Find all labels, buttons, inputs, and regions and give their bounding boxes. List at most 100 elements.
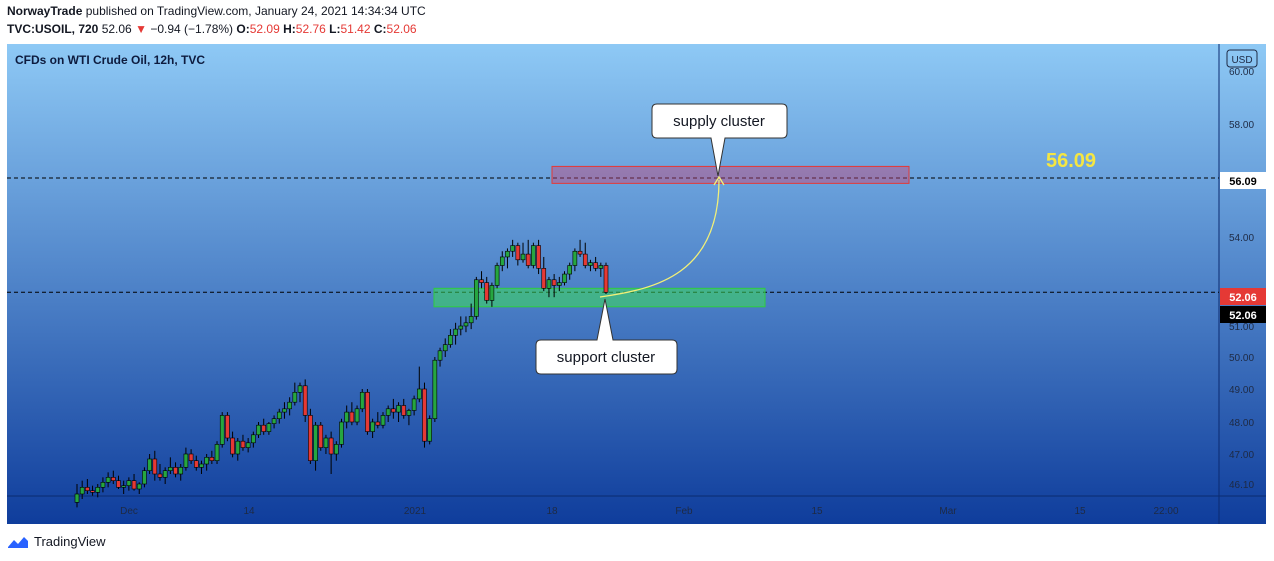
- candle-body: [479, 279, 484, 283]
- projection-curve: [599, 179, 720, 298]
- candle-body: [126, 480, 132, 486]
- candle-body: [142, 470, 147, 485]
- candle-body: [292, 391, 298, 403]
- low-label: L:: [329, 22, 341, 36]
- close-label: C:: [373, 22, 387, 36]
- candle-body: [199, 463, 204, 468]
- candle-body: [416, 388, 422, 400]
- candle-body: [359, 391, 365, 410]
- candle-body: [525, 253, 531, 266]
- projection-arrow-icon: [713, 175, 725, 186]
- candle-body: [349, 411, 355, 423]
- price-tag-last: 52.06: [1220, 288, 1266, 305]
- y-tick-label: 54.00: [1229, 233, 1254, 244]
- candle-body: [162, 470, 168, 478]
- candle-body: [546, 279, 552, 289]
- candle-body: [562, 273, 567, 283]
- candle-body: [152, 458, 158, 475]
- candle-body: [168, 467, 173, 471]
- candle-body: [173, 467, 178, 475]
- candle-body: [235, 440, 241, 455]
- chart-title: CFDs on WTI Crude Oil, 12h, TVC: [15, 53, 205, 67]
- candle-body: [188, 453, 194, 461]
- price-tag-56-09: 56.09: [1220, 172, 1266, 189]
- candle-body: [531, 245, 536, 266]
- x-tick-label: 15: [1074, 506, 1086, 517]
- y-tick-label: 48.00: [1229, 418, 1254, 429]
- candle-body: [323, 437, 329, 448]
- candle-body: [489, 285, 495, 301]
- symbol-name[interactable]: TVC:USOIL, 720: [7, 22, 99, 36]
- open-label: O:: [236, 22, 250, 36]
- candle-body: [385, 408, 391, 416]
- candle-body: [121, 485, 126, 488]
- candle-body: [453, 328, 458, 336]
- candle-body: [448, 334, 453, 345]
- candle-body: [468, 316, 474, 324]
- high-label: H:: [283, 22, 296, 36]
- candle-body: [225, 415, 230, 439]
- high-value: 52.76: [295, 22, 326, 36]
- brand-name[interactable]: TradingView: [34, 534, 106, 549]
- candle-body: [245, 442, 251, 448]
- candle-body: [515, 245, 521, 261]
- candle-body: [85, 487, 90, 491]
- supply-callout-text: supply cluster: [673, 113, 765, 130]
- candle-body: [287, 401, 292, 410]
- publish-line: NorwayTrade published on TradingView.com…: [7, 4, 426, 18]
- candle-body: [271, 418, 277, 424]
- candle-body: [302, 385, 308, 416]
- candle-body: [391, 408, 396, 413]
- candle-body: [95, 487, 101, 493]
- candle-body: [136, 483, 142, 490]
- candle-body: [593, 262, 598, 269]
- candle-body: [474, 279, 479, 317]
- x-tick-label: 15: [811, 506, 823, 517]
- published-text: published on TradingView.com, January 24…: [85, 4, 426, 18]
- candle-body: [219, 415, 225, 445]
- low-value: 51.42: [340, 22, 371, 36]
- candle-body: [100, 482, 106, 488]
- y-tick-label: 46.10: [1229, 480, 1254, 491]
- candle-body: [572, 250, 578, 266]
- footer: TradingView: [7, 534, 106, 549]
- price-chart[interactable]: CFDs on WTI Crude Oil, 12h, TVC USD 60.0…: [7, 44, 1266, 524]
- usd-badge[interactable]: USD: [1226, 49, 1258, 68]
- price-change: −0.94 (−1.78%): [150, 22, 234, 36]
- candle-body: [427, 418, 432, 442]
- x-tick-label: Mar: [939, 506, 957, 517]
- candle-body: [313, 424, 318, 461]
- author-name[interactable]: NorwayTrade: [7, 4, 83, 18]
- candle-body: [230, 437, 235, 455]
- candle-body: [116, 480, 121, 488]
- y-tick-label: 60.00: [1229, 67, 1254, 78]
- y-tick-label: 51.00: [1229, 322, 1254, 333]
- supply-callout[interactable]: supply cluster: [651, 103, 788, 177]
- candle-body: [484, 282, 490, 301]
- candle-body: [536, 245, 541, 269]
- x-axis: Dec 14 2021 18 Feb 15 Mar 15 22:00: [120, 506, 1179, 517]
- x-tick-label: Dec: [120, 506, 138, 517]
- support-callout-text: support cluster: [557, 349, 655, 366]
- open-value: 52.09: [249, 22, 280, 36]
- y-tick-label: 50.00: [1229, 353, 1254, 364]
- candle-body: [344, 411, 349, 423]
- candle-body: [437, 350, 443, 361]
- close-value: 52.06: [386, 22, 417, 36]
- x-tick-label: 14: [243, 506, 255, 517]
- y-tick-label: 47.00: [1229, 450, 1254, 461]
- support-callout[interactable]: support cluster: [535, 298, 678, 375]
- candle-body: [494, 265, 500, 286]
- candle-body: [209, 457, 215, 461]
- candle-body: [603, 265, 609, 293]
- candle-body: [214, 444, 220, 461]
- candle-body: [204, 457, 209, 465]
- candle-body: [334, 444, 339, 455]
- x-tick-label: 22:00: [1153, 506, 1178, 517]
- last-price: 52.06: [101, 22, 132, 36]
- candle-body: [582, 253, 588, 266]
- candle-body: [308, 415, 313, 461]
- candle-body: [105, 477, 111, 483]
- candle-body: [401, 405, 407, 416]
- candle-body: [541, 268, 547, 289]
